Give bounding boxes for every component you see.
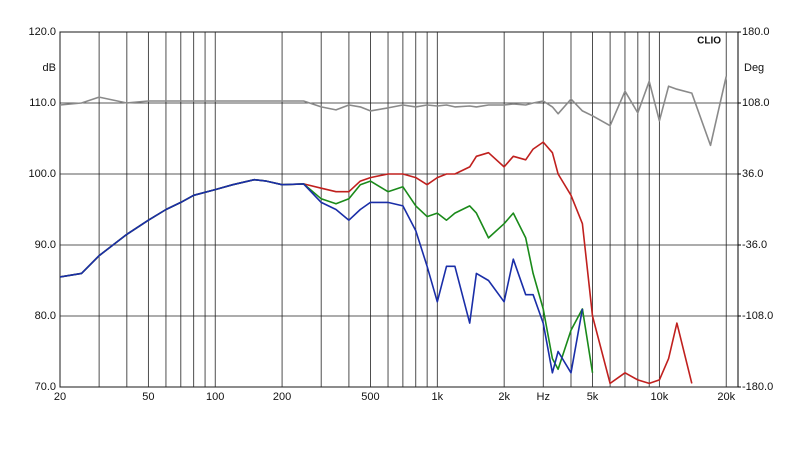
x-tick-label: 20 — [54, 391, 66, 403]
y-tick-label: 100.0 — [28, 168, 56, 180]
y-tick-label: 80.0 — [35, 310, 56, 322]
brand: CLIO — [697, 36, 721, 47]
x-tick-label: 50 — [142, 391, 154, 403]
lines — [60, 76, 727, 385]
grid — [59, 31, 738, 388]
y-tick-label: 90.0 — [35, 239, 56, 251]
plot-area — [59, 31, 739, 388]
series-line — [60, 178, 584, 374]
y2-tick-label: -108.0 — [742, 310, 773, 322]
x-tick-label: 500 — [361, 391, 379, 403]
x-tick-label: 200 — [273, 391, 291, 403]
y2-tick-label: -180.0 — [742, 381, 773, 393]
y-axis-label: dB — [43, 62, 56, 74]
x-tick-label: 1k — [431, 391, 443, 403]
y-tick-label: 120.0 — [28, 26, 56, 38]
y2-tick-label: -36.0 — [742, 239, 767, 251]
x-tick-label: Hz — [537, 391, 550, 403]
y2-tick-label: 180.0 — [742, 26, 770, 38]
y-tick-label: 110.0 — [29, 97, 56, 109]
x-tick-label: 20k — [717, 391, 735, 403]
x-tick-label: 5k — [587, 391, 599, 403]
y2-tick-label: 108.0 — [742, 97, 770, 109]
y-tick-label: 70.0 — [35, 381, 56, 393]
series-line — [60, 76, 727, 147]
y2-axis-label: Deg — [744, 62, 764, 74]
x-tick-label: 10k — [650, 391, 668, 403]
x-tick-label: 100 — [206, 391, 224, 403]
x-tick-label: 2k — [498, 391, 510, 403]
y2-tick-label: 36.0 — [742, 168, 763, 180]
